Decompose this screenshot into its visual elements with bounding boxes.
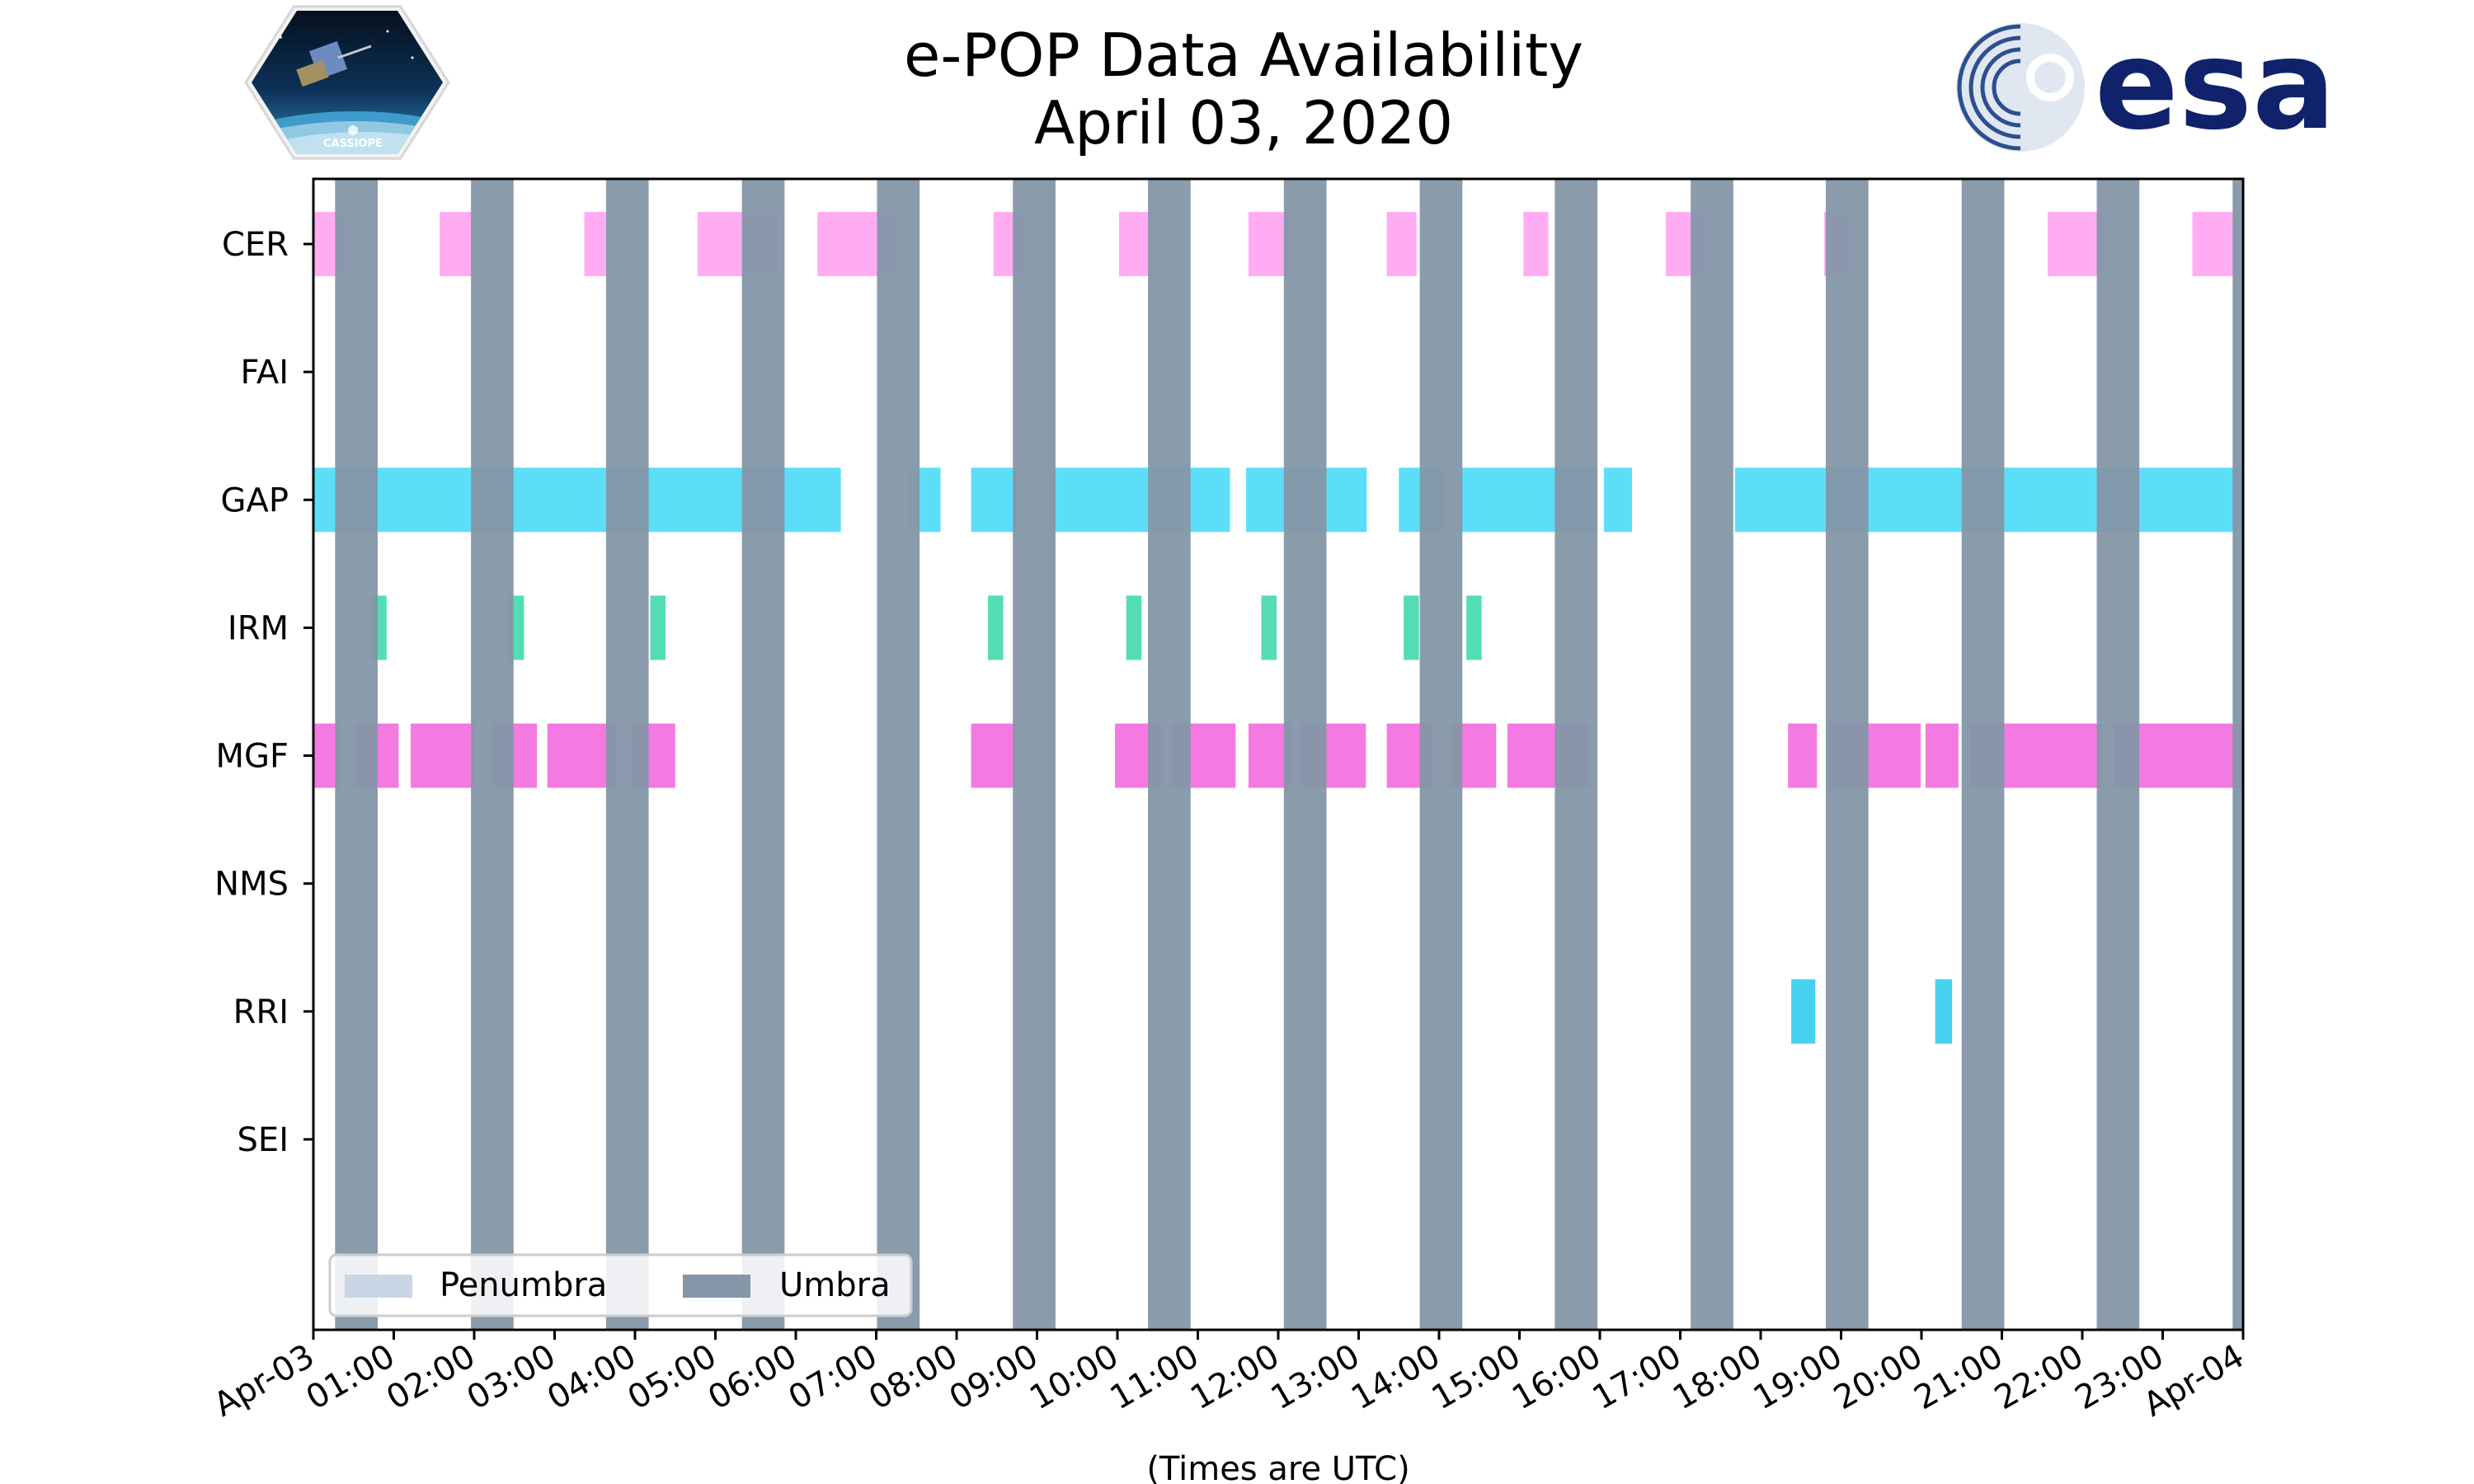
data-bar-rri-0 — [1791, 979, 1816, 1044]
y-tick-label-nms: NMS — [214, 866, 289, 904]
x-tick-label-14: 14:00 — [1345, 1337, 1446, 1417]
umbra-band-8 — [1419, 179, 1463, 1330]
chart-title-line1: e-POP Data Availability — [904, 21, 1583, 90]
data-bar-gap-3 — [1051, 467, 1230, 533]
plot-area: CER FAI GAP IRM MGF NMS RRI SEI Apr-0301:0002:00… — [208, 177, 2251, 1484]
data-bar-irm-4 — [1126, 595, 1142, 660]
data-bar-gap-2 — [971, 467, 1017, 533]
x-tick-label-20: 20:00 — [1827, 1337, 1929, 1417]
data-bar-gap-7 — [1603, 467, 1632, 533]
y-tick-label-mgf: MGF — [215, 738, 289, 776]
umbra-band-13 — [2096, 179, 2140, 1330]
x-tick-label-1: 01:00 — [300, 1337, 402, 1417]
x-tick-label-16: 16:00 — [1506, 1337, 1607, 1417]
esa-logo: esa — [1956, 14, 2335, 157]
legend-swatch-umbra — [683, 1275, 750, 1298]
data-bar-cer-12 — [2048, 212, 2103, 276]
data-bar-cer-6 — [1118, 212, 1152, 276]
umbra-band-14 — [2232, 179, 2243, 1330]
x-tick-label-17: 17:00 — [1587, 1337, 1688, 1417]
data-bar-mgf-6 — [971, 723, 1016, 788]
umbra-band-0 — [335, 179, 378, 1330]
x-tick-label-21: 21:00 — [1908, 1337, 2010, 1417]
legend-label-umbra: Umbra — [779, 1266, 891, 1304]
umbra-band-2 — [605, 179, 649, 1330]
umbra-band-7 — [1283, 179, 1327, 1330]
legend-label-penumbra: Penumbra — [440, 1266, 607, 1304]
x-tick-label-18: 18:00 — [1667, 1337, 1768, 1417]
legend-swatch-penumbra — [345, 1275, 412, 1298]
x-tick-label-5: 05:00 — [622, 1337, 723, 1417]
x-tick-label-22: 22:00 — [1988, 1337, 2090, 1417]
x-tick-label-11: 11:00 — [1104, 1337, 1206, 1417]
data-bar-irm-6 — [1404, 595, 1419, 660]
data-bar-mgf-4 — [547, 723, 617, 788]
umbra-band-11 — [1825, 179, 1869, 1330]
x-tick-label-7: 07:00 — [783, 1337, 884, 1417]
cassiope-logo-caption: CASSIOPE — [323, 138, 383, 150]
data-bar-irm-7 — [1466, 595, 1482, 660]
x-tick-label-4: 04:00 — [541, 1337, 642, 1417]
x-axis-label: (Times are UTC) — [1146, 1450, 1409, 1484]
y-tick-label-cer: CER — [222, 226, 289, 264]
x-tick-label-13: 13:00 — [1265, 1337, 1366, 1417]
y-tick-label-fai: FAI — [241, 354, 289, 392]
x-tick-label-9: 09:00 — [943, 1337, 1045, 1417]
data-bar-cer-2 — [584, 212, 606, 276]
data-bar-cer-9 — [1523, 212, 1549, 276]
umbra-band-3 — [741, 179, 785, 1330]
x-tick-label-12: 12:00 — [1184, 1337, 1286, 1417]
data-bar-rri-1 — [1935, 979, 1953, 1044]
data-bar-irm-3 — [988, 595, 1004, 660]
data-bar-mgf-14 — [1788, 723, 1818, 788]
chart-title-line2: April 03, 2020 — [1034, 88, 1453, 157]
data-bar-cer-13 — [2192, 212, 2238, 276]
y-tick-label-irm: IRM — [228, 609, 289, 647]
y-tick-label-gap: GAP — [221, 481, 289, 519]
cassiope-logo: CASSIOPE — [244, 5, 450, 160]
umbra-band-6 — [1148, 179, 1191, 1330]
x-tick-label-2: 02:00 — [380, 1337, 482, 1417]
y-tick-label-rri: RRI — [233, 993, 289, 1031]
umbra-band-4 — [877, 179, 920, 1330]
data-bar-irm-2 — [650, 595, 666, 660]
data-bar-mgf-16 — [1925, 723, 1959, 788]
x-tick-label-8: 08:00 — [863, 1337, 964, 1417]
data-bar-cer-8 — [1386, 212, 1417, 276]
data-bar-mgf-2 — [410, 723, 474, 788]
x-tick-label-0: Apr-03 — [208, 1337, 321, 1425]
esa-logo-text: esa — [2095, 14, 2335, 157]
umbra-band-10 — [1691, 179, 1733, 1330]
legend-box — [328, 1253, 913, 1317]
x-tick-label-10: 10:00 — [1023, 1337, 1125, 1417]
umbra-band-9 — [1554, 179, 1598, 1330]
x-tick-label-19: 19:00 — [1747, 1337, 1849, 1417]
x-tick-label-6: 06:00 — [702, 1337, 803, 1417]
umbra-band-1 — [471, 179, 514, 1330]
x-tick-label-3: 03:00 — [461, 1337, 562, 1417]
x-tick-label-15: 15:00 — [1426, 1337, 1527, 1417]
umbra-band-12 — [1961, 179, 2005, 1330]
data-bar-cer-7 — [1248, 212, 1289, 276]
umbra-band-5 — [1013, 179, 1056, 1330]
data-bar-irm-5 — [1261, 595, 1277, 660]
data-bar-cer-1 — [440, 212, 473, 276]
y-tick-label-sei: SEI — [238, 1121, 289, 1159]
